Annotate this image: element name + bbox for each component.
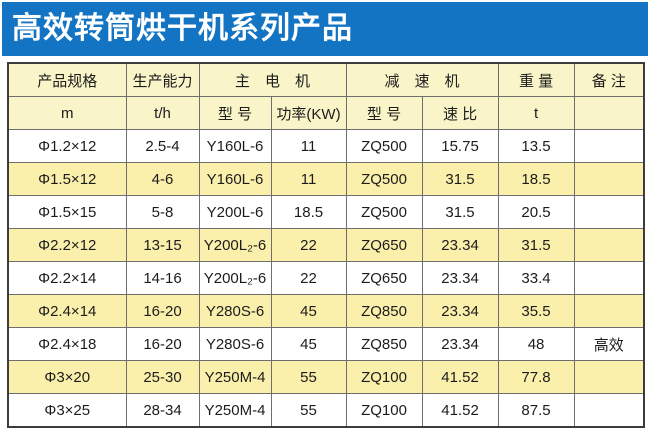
table-cell: 15.75: [421, 129, 499, 163]
table-cell: 41.52: [421, 360, 499, 394]
table-cell: [573, 129, 645, 163]
header-product-spec: 产品规格: [7, 62, 127, 97]
table-cell: 45: [270, 327, 347, 361]
table-cell: 55: [270, 360, 347, 394]
header-sub-row: m t/h 型 号 功率(KW) 型 号 速 比 t: [7, 96, 645, 130]
table-cell: Y200L-6: [198, 195, 272, 229]
table-cell: 22: [270, 261, 347, 295]
table-cell: [573, 228, 645, 262]
table-cell: 31.5: [421, 162, 499, 196]
table-cell: Φ1.2×12: [7, 129, 127, 163]
table-row: Φ2.4×14 16-20 Y280S-6 45 ZQ850 23.34 35.5: [7, 294, 645, 328]
table-cell: 31.5: [421, 195, 499, 229]
table-cell: ZQ500: [345, 195, 423, 229]
table-cell: ZQ850: [345, 294, 423, 328]
table-cell: 11: [270, 129, 347, 163]
table-cell: 13-15: [125, 228, 200, 262]
table-row: Φ1.5×15 5-8 Y200L-6 18.5 ZQ500 31.5 20.5: [7, 195, 645, 229]
table-cell: 22: [270, 228, 347, 262]
table-cell: 25-30: [125, 360, 200, 394]
table-cell: Φ2.2×14: [7, 261, 127, 295]
table-cell: Φ2.2×12: [7, 228, 127, 262]
table-cell: 18.5: [497, 162, 575, 196]
table-cell: 77.8: [497, 360, 575, 394]
table-body: Φ1.2×12 2.5-4 Y160L-6 11 ZQ500 15.75 13.5 Φ1.5×…: [7, 129, 645, 428]
table-cell: ZQ650: [345, 228, 423, 262]
table-cell: 16-20: [125, 294, 200, 328]
table-row: Φ2.2×14 14-16 Y200L₂-6 22 ZQ650 23.34 33.4: [7, 261, 645, 295]
subheader-speed-ratio: 速 比: [421, 96, 499, 130]
subheader-unit-t: t: [497, 96, 575, 130]
table-cell: 11: [270, 162, 347, 196]
table-cell: ZQ500: [345, 162, 423, 196]
page-title: 高效转筒烘干机系列产品: [12, 12, 353, 45]
header-reducer: 减 速 机: [345, 62, 499, 97]
table-cell: 35.5: [497, 294, 575, 328]
table-cell: [573, 162, 645, 196]
table-cell: 4-6: [125, 162, 200, 196]
header-group-row: 产品规格 生产能力 主 电 机 减 速 机 重 量 备 注: [7, 62, 645, 97]
subheader-unit-th: t/h: [125, 96, 200, 130]
table-cell: 23.34: [421, 261, 499, 295]
table-cell: ZQ650: [345, 261, 423, 295]
table-cell: [573, 294, 645, 328]
table-cell: [573, 261, 645, 295]
table-cell: 14-16: [125, 261, 200, 295]
table-cell: Y200L₂-6: [198, 228, 272, 262]
table-row: Φ3×20 25-30 Y250M-4 55 ZQ100 41.52 77.8: [7, 360, 645, 394]
table-row: Φ1.5×12 4-6 Y160L-6 11 ZQ500 31.5 18.5: [7, 162, 645, 196]
table-cell: ZQ100: [345, 360, 423, 394]
table-cell: 5-8: [125, 195, 200, 229]
table-cell: Φ1.5×12: [7, 162, 127, 196]
table-cell: 13.5: [497, 129, 575, 163]
subheader-unit-m: m: [7, 96, 127, 130]
subheader-motor-model: 型 号: [198, 96, 272, 130]
table-cell: ZQ500: [345, 129, 423, 163]
table-cell: 23.34: [421, 327, 499, 361]
table-row: Φ2.2×12 13-15 Y200L₂-6 22 ZQ650 23.34 31.5: [7, 228, 645, 262]
subheader-remarks-empty: [573, 96, 645, 130]
table-cell: 20.5: [497, 195, 575, 229]
table-cell: 33.4: [497, 261, 575, 295]
table-cell: Y160L-6: [198, 129, 272, 163]
table-row: Φ2.4×18 16-20 Y280S-6 45 ZQ850 23.34 48 高效: [7, 327, 645, 361]
table-cell: 16-20: [125, 327, 200, 361]
product-spec-table: 产品规格 生产能力 主 电 机 减 速 机 重 量 备 注 m t/h 型 号 …: [7, 62, 646, 428]
table-cell: 2.5-4: [125, 129, 200, 163]
table-cell: 31.5: [497, 228, 575, 262]
title-bar: 高效转筒烘干机系列产品: [2, 2, 648, 56]
table-cell: Y160L-6: [198, 162, 272, 196]
header-remarks: 备 注: [573, 62, 645, 97]
subheader-reducer-model: 型 号: [345, 96, 423, 130]
table-cell: Φ3×20: [7, 360, 127, 394]
table-cell: 高效: [573, 327, 645, 361]
table-cell: [573, 195, 645, 229]
table-cell: Y250M-4: [198, 360, 272, 394]
table-cell: Y280S-6: [198, 294, 272, 328]
table-row: Φ1.2×12 2.5-4 Y160L-6 11 ZQ500 15.75 13.5: [7, 129, 645, 163]
table-cell: Y280S-6: [198, 327, 272, 361]
table-cell: 23.34: [421, 228, 499, 262]
header-main-motor: 主 电 机: [198, 62, 347, 97]
table-cell: Φ1.5×15: [7, 195, 127, 229]
table-cell: 45: [270, 294, 347, 328]
table-cell: ZQ850: [345, 327, 423, 361]
header-capacity: 生产能力: [125, 62, 200, 97]
table-cell: 23.34: [421, 294, 499, 328]
header-weight: 重 量: [497, 62, 575, 97]
table-cell: Φ2.4×14: [7, 294, 127, 328]
table-cell: 48: [497, 327, 575, 361]
table-cell: [573, 360, 645, 394]
subheader-motor-power: 功率(KW): [270, 96, 347, 130]
table-cell: Y200L₂-6: [198, 261, 272, 295]
table-cell: 18.5: [270, 195, 347, 229]
table-cell: Φ2.4×18: [7, 327, 127, 361]
